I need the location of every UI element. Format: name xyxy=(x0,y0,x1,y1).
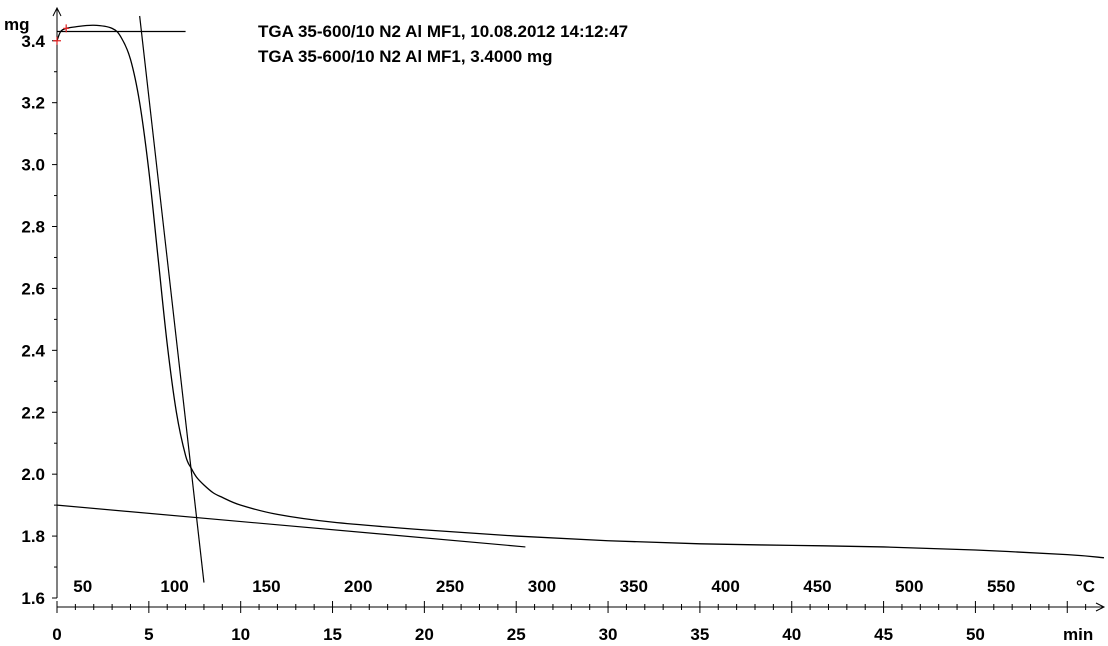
reference-lines-layer xyxy=(56,15,526,583)
tangent-line-3 xyxy=(139,15,205,583)
y-tick-label: 3.4 xyxy=(21,32,45,51)
y-tick-label: 3.0 xyxy=(21,156,45,175)
x-tick-label: 40 xyxy=(782,625,801,644)
x-tick-label: 10 xyxy=(231,625,250,644)
temperature-tick-label: 200 xyxy=(344,577,372,596)
tangent-line-2 xyxy=(56,504,526,548)
x-tick-label: 20 xyxy=(415,625,434,644)
axes-layer xyxy=(52,6,1106,612)
x-tick-label: 30 xyxy=(599,625,618,644)
x-tick-label: 0 xyxy=(52,625,61,644)
x-tick-label: 5 xyxy=(144,625,153,644)
tga-mass-curve xyxy=(56,24,1105,559)
temperature-tick-label: 50 xyxy=(73,577,92,596)
y-tick-label: 2.6 xyxy=(21,279,45,298)
temperature-unit-label: °C xyxy=(1076,577,1095,596)
y-tick-label: 2.2 xyxy=(21,403,45,422)
y-tick-label: 2.8 xyxy=(21,218,45,237)
temperature-tick-label: 500 xyxy=(895,577,923,596)
temperature-tick-label: 400 xyxy=(711,577,739,596)
temperature-tick-label: 550 xyxy=(987,577,1015,596)
ticks-layer: 1.6 1.8 2.0 2.2 2.4 2.6 2.8 3.0 3.2 3.4 0 5 10 15 20 25… xyxy=(21,32,1087,644)
y-tick-label: 1.6 xyxy=(21,589,45,608)
temperature-tick-label: 150 xyxy=(252,577,280,596)
temperature-tick-label: 450 xyxy=(803,577,831,596)
x-tick-label: 25 xyxy=(507,625,526,644)
chart-title-line-1: TGA 35-600/10 N2 Al MF1, 10.08.2012 14:1… xyxy=(258,22,628,41)
temperature-tick-label: 250 xyxy=(436,577,464,596)
y-tick-label: 3.2 xyxy=(21,94,45,113)
x-tick-label: 15 xyxy=(323,625,342,644)
y-axis-arrow xyxy=(52,6,62,17)
y-tick-label: 2.4 xyxy=(21,341,45,360)
temperature-tick-label: 300 xyxy=(528,577,556,596)
x-axis-arrow xyxy=(1095,602,1106,612)
temperature-tick-label: 100 xyxy=(160,577,188,596)
chart-title-line-2: TGA 35-600/10 N2 Al MF1, 3.4000 mg xyxy=(258,47,552,66)
y-tick-label: 2.0 xyxy=(21,465,45,484)
x-tick-label: 50 xyxy=(966,625,985,644)
x-tick-label: 45 xyxy=(874,625,893,644)
x-axis-unit-label: min xyxy=(1063,625,1093,644)
y-axis-unit-label: mg xyxy=(4,15,30,34)
x-tick-label: 35 xyxy=(690,625,709,644)
temperature-tick-label: 350 xyxy=(620,577,648,596)
y-tick-label: 1.8 xyxy=(21,527,45,546)
series-layer xyxy=(56,24,1105,559)
markers-layer xyxy=(53,24,70,45)
